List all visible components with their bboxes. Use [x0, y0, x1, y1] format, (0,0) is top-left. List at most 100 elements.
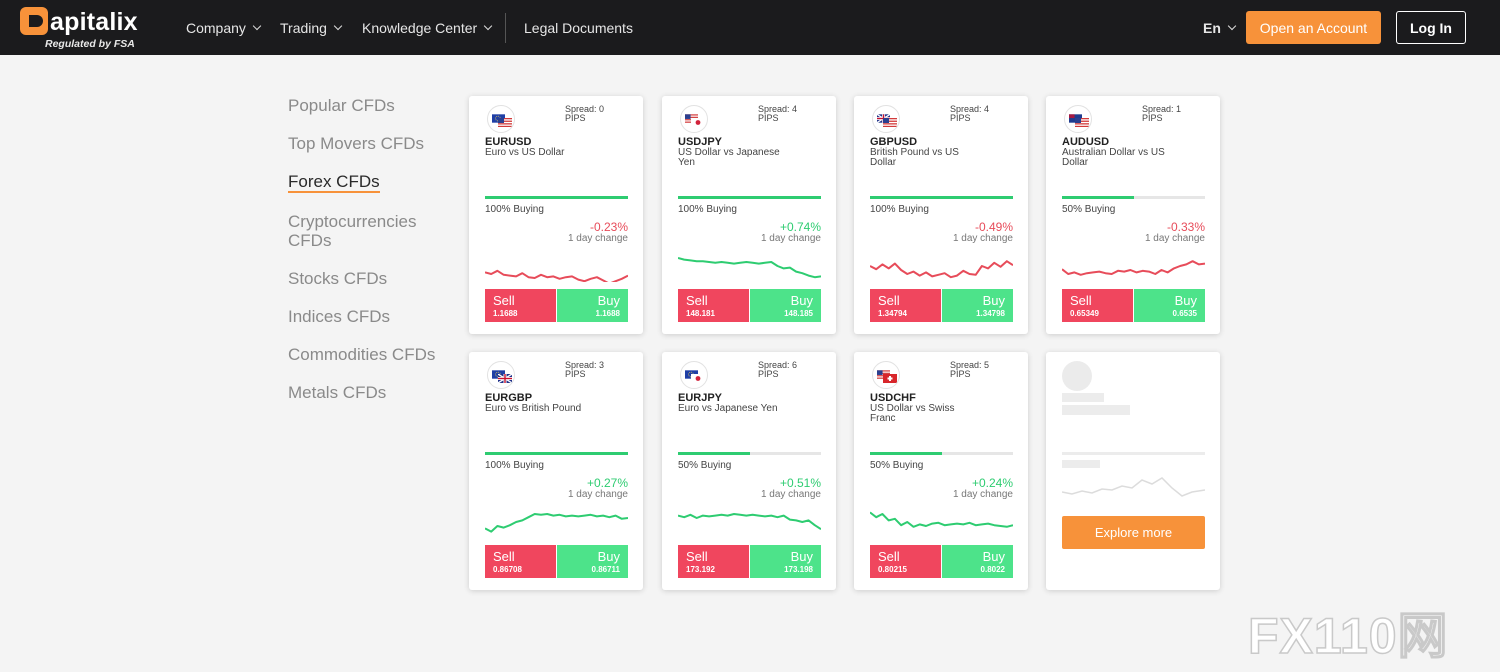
sell-button[interactable]: Sell 1.1688 — [485, 289, 556, 322]
sell-button[interactable]: Sell 1.34794 — [870, 289, 941, 322]
buying-sentiment-label: 100% Buying — [678, 204, 737, 215]
placeholder-line — [1062, 405, 1130, 415]
instrument-symbol: USDJPY — [678, 136, 723, 148]
sell-button[interactable]: Sell 148.181 — [678, 289, 749, 322]
day-change-value: +0.51% — [779, 476, 821, 490]
day-change-label: 1 day change — [1144, 233, 1205, 244]
day-change-label: 1 day change — [952, 489, 1013, 500]
price-sparkline — [1062, 260, 1205, 276]
language-selector[interactable]: En — [1203, 20, 1237, 36]
spread-info: Spread: 1 PIPS — [1142, 104, 1182, 123]
buying-sentiment-label: 100% Buying — [485, 460, 544, 471]
buying-sentiment-bar — [870, 196, 1013, 199]
day-change-label: 1 day change — [760, 489, 821, 500]
buy-button[interactable]: Buy 148.185 — [750, 289, 821, 322]
instrument-card-eurjpy[interactable]: Spread: 6 PIPS EURJPY Euro vs Japanese Ye… — [662, 352, 836, 590]
currency-pair-flag-icon — [872, 361, 900, 389]
spread-info: Spread: 4 PIPS — [758, 104, 798, 123]
spread-info: Spread: 5 PIPS — [950, 360, 990, 379]
nav-company[interactable]: Company — [186, 20, 262, 36]
buy-button[interactable]: Buy 0.6535 — [1134, 289, 1205, 322]
sidebar-item-commodities[interactable]: Commodities CFDs — [288, 345, 436, 364]
placeholder-line — [1062, 393, 1104, 402]
explore-card: Explore more — [1046, 352, 1220, 590]
spread-info: Spread: 3 PIPS — [565, 360, 605, 379]
instrument-symbol: EURUSD — [485, 136, 532, 148]
brand-logo[interactable]: apitalix Regulated by FSA — [20, 7, 160, 51]
sell-button[interactable]: Sell 0.86708 — [485, 545, 556, 578]
price-sparkline — [678, 513, 821, 531]
buy-button[interactable]: Buy 173.198 — [750, 545, 821, 578]
placeholder-line — [1062, 460, 1100, 468]
sidebar-item-stocks[interactable]: Stocks CFDs — [288, 269, 388, 288]
spread-info: Spread: 6 PIPS — [758, 360, 798, 379]
open-account-button[interactable]: Open an Account — [1246, 11, 1381, 44]
instrument-card-eurusd[interactable]: Spread: 0 PIPS EURUSD Euro vs US Dollar 1… — [469, 96, 643, 334]
buying-sentiment-bar — [1062, 196, 1205, 199]
buy-button[interactable]: Buy 1.1688 — [557, 289, 628, 322]
buying-sentiment-bar — [485, 452, 628, 455]
currency-pair-flag-icon — [680, 361, 708, 389]
instrument-description: US Dollar vs Japanese Yen — [678, 147, 780, 168]
nav-divider — [505, 13, 506, 43]
buy-button[interactable]: Buy 0.8022 — [942, 545, 1013, 578]
price-sparkline — [485, 269, 628, 282]
nav-trading[interactable]: Trading — [280, 20, 343, 36]
sidebar-item-forex[interactable]: Forex CFDs — [288, 172, 380, 193]
sell-button[interactable]: Sell 173.192 — [678, 545, 749, 578]
nav-knowledge-center[interactable]: Knowledge Center — [362, 20, 493, 36]
currency-pair-flag-icon — [487, 105, 515, 133]
login-button[interactable]: Log In — [1396, 11, 1466, 44]
sidebar-item-top-movers[interactable]: Top Movers CFDs — [288, 134, 425, 153]
buying-sentiment-label: 50% Buying — [870, 460, 924, 471]
instrument-description: Australian Dollar vs US Dollar — [1062, 147, 1165, 168]
day-change-value: +0.27% — [586, 476, 628, 490]
sidebar-item-indices[interactable]: Indices CFDs — [288, 307, 391, 326]
price-sparkline — [485, 513, 628, 533]
currency-pair-flag-icon — [487, 361, 515, 389]
sell-button[interactable]: Sell 0.80215 — [870, 545, 941, 578]
day-change-value: -0.49% — [974, 220, 1013, 234]
sidebar-item-popular[interactable]: Popular CFDs — [288, 96, 395, 115]
instrument-card-audusd[interactable]: Spread: 1 PIPS AUDUSD Australian Dollar v… — [1046, 96, 1220, 334]
currency-pair-flag-icon — [1064, 105, 1092, 133]
logo-c-icon — [20, 7, 48, 35]
day-change-value: +0.24% — [971, 476, 1013, 490]
instrument-description: Euro vs Japanese Yen — [678, 403, 778, 414]
buy-button[interactable]: Buy 1.34798 — [942, 289, 1013, 322]
chevron-down-icon — [252, 21, 262, 30]
instrument-description: US Dollar vs Swiss Franc — [870, 403, 955, 424]
currency-pair-flag-icon — [680, 105, 708, 133]
instrument-description: Euro vs US Dollar — [485, 147, 565, 158]
instrument-description: British Pound vs US Dollar — [870, 147, 959, 168]
sidebar-item-crypto[interactable]: Cryptocurrencies CFDs — [288, 212, 417, 250]
instrument-card-usdchf[interactable]: Spread: 5 PIPS USDCHF US Dollar vs Swiss … — [854, 352, 1028, 590]
instrument-symbol: AUDUSD — [1062, 136, 1110, 148]
explore-more-button[interactable]: Explore more — [1062, 516, 1205, 549]
placeholder-bar — [1062, 452, 1205, 455]
brand-name: apitalix — [50, 8, 138, 36]
top-navbar: apitalix Regulated by FSA Company Tradin… — [0, 0, 1500, 55]
placeholder-avatar — [1062, 361, 1092, 391]
instrument-card-gbpusd[interactable]: Spread: 4 PIPS GBPUSD British Pound vs US… — [854, 96, 1028, 334]
sell-button[interactable]: Sell 0.65349 — [1062, 289, 1133, 322]
category-sidebar: Popular CFDs Top Movers CFDs Forex CFDs … — [288, 96, 448, 421]
buying-sentiment-bar — [678, 452, 821, 455]
spread-info: Spread: 4 PIPS — [950, 104, 990, 123]
instrument-card-eurgbp[interactable]: Spread: 3 PIPS EURGBP Euro vs British Pou… — [469, 352, 643, 590]
price-sparkline — [678, 257, 821, 279]
buy-button[interactable]: Buy 0.86711 — [557, 545, 628, 578]
buying-sentiment-label: 50% Buying — [678, 460, 732, 471]
day-change-value: +0.74% — [779, 220, 821, 234]
chevron-down-icon — [333, 21, 343, 30]
buying-sentiment-bar — [870, 452, 1013, 455]
brand-regulation: Regulated by FSA — [45, 38, 135, 50]
nav-legal-documents[interactable]: Legal Documents — [524, 19, 633, 36]
day-change-label: 1 day change — [952, 233, 1013, 244]
sidebar-item-metals[interactable]: Metals CFDs — [288, 383, 387, 402]
day-change-label: 1 day change — [760, 233, 821, 244]
day-change-value: -0.23% — [589, 220, 628, 234]
instrument-card-usdjpy[interactable]: Spread: 4 PIPS USDJPY US Dollar vs Japane… — [662, 96, 836, 334]
day-change-value: -0.33% — [1166, 220, 1205, 234]
instrument-symbol: USDCHF — [870, 392, 916, 404]
